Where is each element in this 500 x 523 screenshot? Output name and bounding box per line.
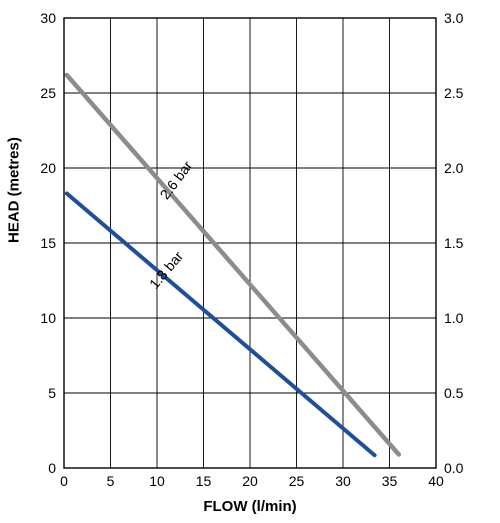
y-left-axis-label: HEAD (metres) — [6, 137, 23, 243]
y-right-tick-label: 2.5 — [444, 86, 463, 100]
y-right-tick-label: 0.0 — [444, 461, 463, 475]
x-tick-label: 35 — [382, 474, 398, 488]
y-left-tick-label: 15 — [40, 236, 56, 250]
x-tick-label: 10 — [149, 474, 165, 488]
y-left-tick-label: 0 — [48, 461, 56, 475]
y-left-tick-label: 10 — [40, 311, 56, 325]
y-left-tick-label: 25 — [40, 86, 56, 100]
x-tick-label: 20 — [242, 474, 258, 488]
y-right-tick-label: 3.0 — [444, 11, 463, 25]
y-left-tick-label: 20 — [40, 161, 56, 175]
x-tick-label: 40 — [428, 474, 444, 488]
pump-curve-chart: 0 5 10 15 20 25 30 35 40 0 5 10 15 20 25 30 0.0 0.5 1.0 1.5… — [0, 0, 500, 523]
y-right-tick-label: 1.5 — [444, 236, 463, 250]
y-right-tick-label: 2.0 — [444, 161, 463, 175]
x-axis-label: FLOW (l/min) — [203, 498, 296, 515]
y-right-tick-label: 1.0 — [444, 311, 463, 325]
x-tick-label: 15 — [196, 474, 212, 488]
y-left-tick-label: 30 — [40, 11, 56, 25]
x-tick-label: 0 — [60, 474, 68, 488]
y-left-tick-label: 5 — [48, 386, 56, 400]
x-tick-label: 5 — [107, 474, 115, 488]
chart-svg — [0, 0, 500, 523]
x-tick-label: 25 — [289, 474, 305, 488]
y-right-tick-label: 0.5 — [444, 386, 463, 400]
x-tick-label: 30 — [335, 474, 351, 488]
